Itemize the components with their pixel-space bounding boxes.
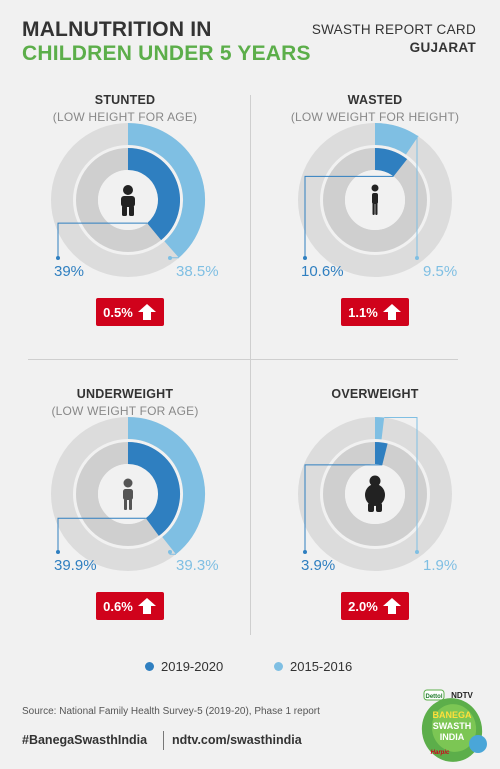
- change-value: 0.5%: [103, 304, 133, 320]
- legend-label-2015: 2015-2016: [290, 659, 353, 674]
- legend-item-2015: 2015-2016: [274, 659, 352, 674]
- donut-arc-2015-2016: [374, 123, 419, 155]
- title-line-2: CHILDREN UNDER 5 YEARS: [22, 42, 311, 65]
- panel-title-overweight: OVERWEIGHT: [331, 387, 419, 401]
- logo-brand-tag: [423, 689, 445, 701]
- change-value: 0.6%: [103, 598, 133, 614]
- website-link[interactable]: ndtv.com/swasthindia: [172, 733, 302, 747]
- value-label-2019-2020: 39%: [54, 263, 84, 280]
- panel-title-underweight: UNDERWEIGHT: [76, 387, 174, 401]
- donut-arc-2015-2016: [127, 417, 205, 555]
- logo-brand-1: Dettol: [426, 694, 443, 700]
- legend-swatch-2019: [145, 662, 154, 671]
- legend-swatch-2015: [274, 662, 283, 671]
- report-card-label: SWASTH REPORT CARD: [311, 22, 476, 37]
- title-line-1: MALNUTRITION IN: [22, 18, 212, 41]
- vertical-divider: [250, 95, 251, 635]
- logo-line-1: BANEGA: [432, 710, 472, 720]
- donut-charts: 39% 38.5% 10.6% 9.5% 39.9% 39.3% 3.9% 1.9%: [51, 123, 457, 574]
- leader-line-2015-2016: [416, 135, 419, 258]
- leader-dot-2019-2020: [303, 256, 307, 260]
- leader-dot-2019-2020: [303, 550, 307, 554]
- value-label-2015-2016: 38.5%: [176, 263, 219, 280]
- leader-dot-2015-2016: [415, 550, 419, 554]
- leader-line-2019-2020: [57, 222, 148, 258]
- logo-line-2: SWASTH: [433, 721, 472, 731]
- change-badge-underweight: 0.6%: [96, 592, 164, 620]
- donut-arc-2019-2020: [374, 441, 388, 465]
- change-value: 1.1%: [348, 304, 378, 320]
- panel-subtitle-underweight: (LOW WEIGHT FOR AGE): [51, 404, 199, 418]
- logo-brand-3: Harpic: [431, 750, 450, 756]
- donut-arc-2019-2020: [127, 148, 180, 241]
- donut-arc-2019-2020: [374, 148, 408, 177]
- overweight-child-icon: [365, 475, 385, 512]
- logo-line-3: INDIA: [440, 732, 465, 742]
- leader-line-2019-2020: [304, 464, 383, 552]
- thin-child-icon: [371, 184, 379, 215]
- horizontal-divider: [28, 359, 458, 360]
- panel-subtitle-wasted: (LOW WEIGHT FOR HEIGHT): [290, 110, 460, 124]
- change-badge-stunted: 0.5%: [96, 298, 164, 326]
- value-label-2015-2016: 39.3%: [176, 557, 219, 574]
- up-arrow-icon: [382, 598, 401, 614]
- up-arrow-icon: [137, 304, 156, 320]
- donut-arc-2019-2020: [127, 442, 180, 536]
- leader-line-2019-2020: [304, 175, 394, 258]
- logo-brand-2: NDTV: [451, 691, 473, 700]
- donut-arc-2015-2016: [127, 123, 205, 258]
- logo-leaf-highlight: [431, 704, 477, 752]
- value-label-2019-2020: 10.6%: [301, 263, 344, 280]
- change-badge-overweight: 2.0%: [341, 592, 409, 620]
- change-value: 2.0%: [348, 598, 378, 614]
- value-label-2019-2020: 39.9%: [54, 557, 97, 574]
- legend-item-2019: 2019-2020: [145, 659, 223, 674]
- source-note: Source: National Family Health Survey-5 …: [22, 706, 320, 717]
- leader-dot-2015-2016: [415, 256, 419, 260]
- panel-title-wasted: WASTED: [347, 93, 403, 107]
- leader-line-2015-2016: [384, 417, 418, 552]
- value-label-2015-2016: 9.5%: [423, 263, 457, 280]
- footer-separator: [163, 731, 164, 750]
- leader-dot-2019-2020: [56, 550, 60, 554]
- leader-dot-2015-2016: [168, 256, 172, 260]
- panel-title-stunted: STUNTED: [94, 93, 156, 107]
- banega-swasth-india-logo: Dettol NDTV BANEGA SWASTH INDIA Harpic: [421, 689, 487, 762]
- child-icon: [121, 185, 135, 216]
- legend: 2019-2020 2015-2016: [0, 659, 500, 677]
- up-arrow-icon: [382, 304, 401, 320]
- logo-water-drop: [469, 735, 487, 753]
- up-arrow-icon: [137, 598, 156, 614]
- value-label-2015-2016: 1.9%: [423, 557, 457, 574]
- state-label: GUJARAT: [409, 40, 476, 55]
- leader-line-2019-2020: [57, 517, 146, 552]
- legend-label-2019: 2019-2020: [161, 659, 224, 674]
- leader-dot-2015-2016: [168, 550, 172, 554]
- leader-dot-2019-2020: [56, 256, 60, 260]
- panel-subtitle-stunted: (LOW HEIGHT FOR AGE): [52, 110, 198, 124]
- underweight-child-icon: [123, 478, 133, 510]
- change-badge-wasted: 1.1%: [341, 298, 409, 326]
- value-label-2019-2020: 3.9%: [301, 557, 335, 574]
- hashtag: #BanegaSwasthIndia: [22, 733, 148, 747]
